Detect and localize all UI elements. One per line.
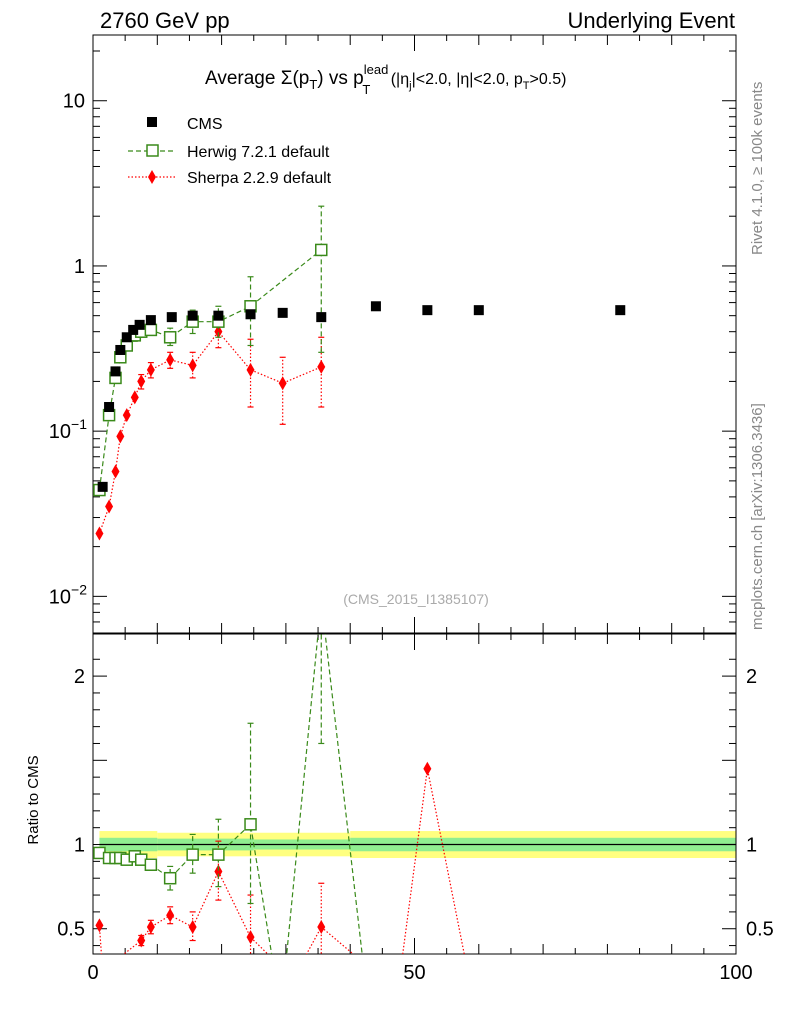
ratio-ylabel: Ratio to CMS [25, 755, 42, 844]
sherpa-point [246, 362, 255, 377]
sherpa-ratio-point [188, 920, 197, 935]
cms-point [134, 319, 145, 330]
sherpa-point [214, 324, 223, 339]
cms-point [473, 305, 484, 316]
cms-point [145, 315, 156, 326]
ratio-uncertainty-band [99, 831, 736, 858]
herwig-ratio-point [186, 848, 199, 861]
sherpa-point [122, 408, 131, 423]
sherpa-point [95, 526, 104, 541]
x-axis: 0 50 100 [87, 35, 753, 984]
analysis-watermark: (CMS_2015_I1385107) [343, 591, 489, 607]
sherpa-line [98, 330, 322, 534]
legend-sherpa-label: Sherpa 2.2.9 default [187, 170, 332, 187]
legend-herwig-marker [146, 144, 159, 157]
sherpa-point [146, 362, 155, 377]
sherpa-point [166, 352, 175, 367]
sherpa-ratio-point [246, 930, 255, 945]
herwig-ratio-point [144, 858, 158, 871]
legend-cms-label: CMS [187, 116, 223, 133]
ratio-panel-frame [92, 633, 737, 955]
herwig-point [163, 331, 177, 344]
ratio-y-axis: 0.5 0.5 1 1 2 2 [57, 658, 774, 947]
sherpa-point [137, 374, 146, 389]
rivet-label: Rivet 4.1.0, ≥ 100k events [749, 82, 766, 255]
cms-point [277, 307, 288, 318]
ratio-y-tick-label: 1 [74, 835, 85, 857]
herwig-point [144, 323, 158, 337]
cms-point [187, 310, 198, 321]
sherpa-ratio-point [423, 761, 432, 776]
ratio-y-tick-label-right: 0.5 [746, 919, 774, 941]
sherpa-point [111, 464, 120, 479]
cms-point [166, 312, 177, 323]
cms-point [128, 324, 139, 335]
sherpa-point [188, 358, 197, 373]
sherpa-point [278, 376, 287, 391]
herwig-ratio-line [99, 634, 363, 954]
sherpa-ratio-point [317, 920, 326, 935]
ratio-y-tick-label: 2 [74, 666, 85, 688]
legend-sherpa-marker [148, 170, 156, 184]
cms-point [245, 309, 256, 320]
cms-point [615, 305, 626, 316]
sherpa-point [130, 390, 139, 405]
ratio-y-tick-label: 0.5 [57, 919, 85, 941]
cms-point [370, 301, 381, 312]
cms-point [110, 366, 121, 377]
cms-point [121, 332, 132, 343]
ratio-y-tick-label-right: 2 [746, 666, 757, 688]
herwig-ratio-point [212, 848, 225, 861]
sherpa-ratio-point [95, 918, 104, 933]
legend-cms-marker [147, 117, 157, 127]
cms-point [316, 312, 327, 323]
y-tick-label: 1 [74, 256, 85, 278]
herwig-point [315, 243, 328, 257]
main-y-axis: 10−2 10−1 1 10 [49, 50, 736, 634]
sherpa-point [317, 359, 326, 374]
chart-title: Average Σ(pT) vs plead T (|ηj|<2.0, |η|<2… [205, 62, 566, 97]
sherpa-ratio-point [137, 933, 146, 948]
sherpa-point [105, 499, 114, 514]
x-tick-label: 50 [403, 962, 425, 984]
ratio-y-tick-label-right: 1 [746, 835, 757, 857]
header-right: Underlying Event [567, 8, 735, 33]
cms-point [104, 402, 115, 413]
legend-herwig-label: Herwig 7.2.1 default [187, 144, 330, 161]
mcplots-label: mcplots.cern.ch [arXiv:1306.3436] [749, 403, 766, 630]
cms-point [115, 344, 126, 355]
sherpa-ratio-point [146, 920, 155, 935]
herwig-line [98, 249, 322, 491]
x-tick-label: 100 [719, 962, 752, 984]
cms-point [422, 305, 433, 316]
sherpa-point [116, 429, 125, 444]
cms-point [97, 481, 108, 492]
sherpa-ratio-point [214, 864, 223, 879]
legend: CMS Herwig 7.2.1 default Sherpa 2.2.9 de… [128, 116, 332, 187]
ratio-plot-data [93, 634, 465, 954]
cms-point [213, 310, 224, 321]
x-tick-label: 0 [87, 962, 98, 984]
main-plot-data [93, 205, 626, 541]
y-tick-label: 10 [63, 91, 85, 113]
sherpa-ratio-point [166, 908, 175, 923]
y-tick-label: 10−2 [49, 581, 87, 608]
herwig-ratio-point [163, 871, 177, 885]
header-left: 2760 GeV pp [100, 8, 230, 33]
herwig-ratio-point [244, 818, 257, 831]
y-tick-label: 10−1 [49, 416, 87, 443]
